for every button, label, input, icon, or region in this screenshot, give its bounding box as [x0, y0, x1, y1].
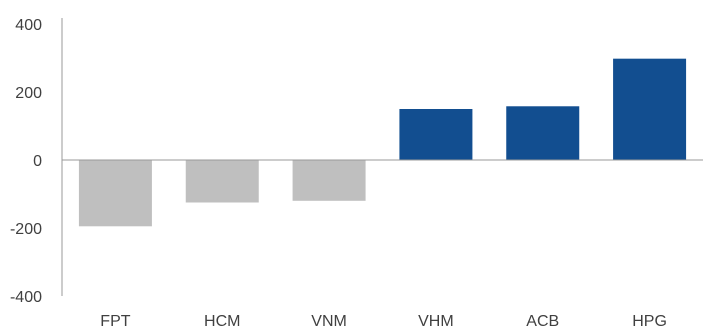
- y-tick-label: 200: [15, 85, 42, 102]
- x-tick-label: HPG: [632, 313, 667, 330]
- bars: [78, 58, 687, 227]
- bar-fpt: [78, 160, 152, 227]
- y-axis-ticks: 400 200 0 -200 -400: [10, 17, 42, 306]
- x-tick-label: VNM: [311, 313, 347, 330]
- bar-vhm: [399, 109, 473, 160]
- x-tick-label: VHM: [418, 313, 454, 330]
- bar-hcm: [185, 160, 259, 203]
- bar-vnm: [292, 160, 366, 201]
- bar-hpg: [613, 58, 687, 160]
- x-tick-label: FPT: [100, 313, 130, 330]
- x-axis-labels: FPT HCM VNM VHM ACB HPG: [100, 313, 667, 330]
- y-tick-label: 0: [33, 153, 42, 170]
- x-tick-label: ACB: [526, 313, 559, 330]
- bar-acb: [506, 106, 580, 160]
- x-tick-label: HCM: [204, 313, 240, 330]
- y-tick-label: -400: [10, 289, 42, 306]
- y-tick-label: 400: [15, 17, 42, 34]
- y-tick-label: -200: [10, 221, 42, 238]
